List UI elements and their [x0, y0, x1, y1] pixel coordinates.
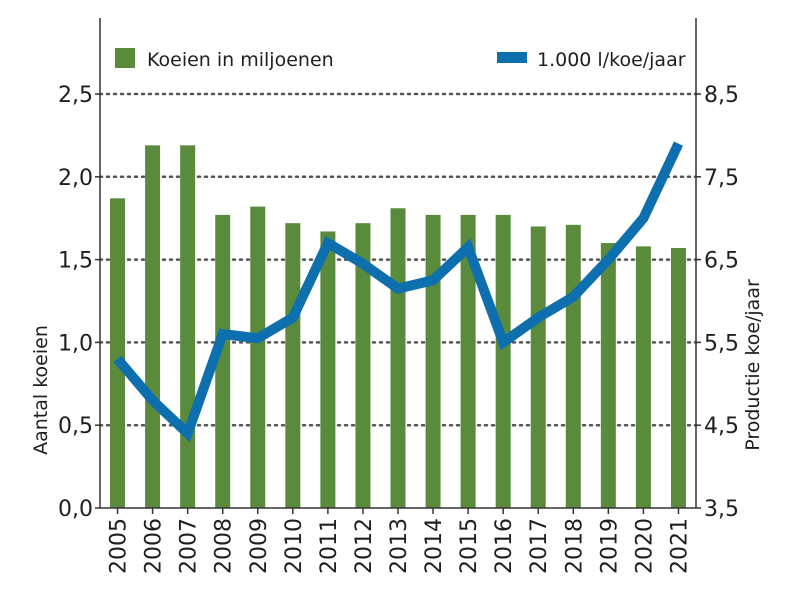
x-tick-label: 2007 — [177, 518, 202, 574]
bar — [145, 145, 161, 508]
x-tick-label: 2015 — [457, 518, 482, 574]
series-line — [113, 141, 683, 443]
bar — [110, 198, 126, 508]
bar — [460, 214, 476, 508]
x-tick-label: 2005 — [107, 518, 132, 574]
left-tick-label: 1,5 — [58, 249, 93, 274]
right-axis-title: Productie koe/jaar — [742, 279, 764, 451]
x-tick-label: 2016 — [492, 518, 517, 574]
legend-label-line: 1.000 l/koe/jaar — [537, 49, 686, 71]
x-tick-label: 2020 — [632, 518, 657, 574]
right-tick-label: 7,5 — [704, 166, 739, 191]
right-tick-label: 5,5 — [704, 331, 739, 356]
left-axis-title: Aantal koeien — [30, 325, 52, 455]
left-tick-label: 1,0 — [58, 331, 93, 356]
x-axis-ticks: 2005 2006 2007 2008 2009 2010 2011 2012 2013 2014… — [107, 508, 692, 574]
x-tick-label: 2011 — [317, 518, 342, 574]
x-tick-label: 2008 — [212, 518, 237, 574]
bar — [250, 206, 266, 508]
x-tick-label: 2021 — [667, 518, 692, 574]
x-tick-label: 2012 — [352, 518, 377, 574]
right-tick-label: 4,5 — [704, 414, 739, 439]
bar — [635, 246, 651, 509]
left-tick-label: 2,0 — [58, 166, 93, 191]
right-tick-label: 8,5 — [704, 83, 739, 108]
legend-label-bars: Koeien in miljoenen — [147, 49, 334, 71]
bar — [565, 224, 581, 508]
bar — [180, 145, 196, 508]
left-tick-label: 0,5 — [58, 414, 93, 439]
x-tick-label: 2006 — [142, 518, 167, 574]
bar — [600, 243, 616, 509]
x-tick-label: 2019 — [597, 518, 622, 574]
x-tick-label: 2017 — [527, 518, 552, 574]
legend-swatch-bars — [115, 48, 135, 68]
x-tick-label: 2018 — [562, 518, 587, 574]
x-tick-label: 2009 — [247, 518, 272, 574]
bar — [285, 223, 301, 508]
bar-series — [110, 145, 686, 509]
x-tick-label: 2010 — [282, 518, 307, 574]
bar — [530, 226, 546, 509]
legend: Koeien in miljoenen 1.000 l/koe/jaar — [115, 48, 686, 71]
gridlines — [98, 92, 698, 427]
bar — [670, 248, 686, 508]
bar — [355, 223, 371, 508]
bar — [495, 214, 511, 508]
right-tick-label: 6,5 — [704, 249, 739, 274]
left-tick-label: 0,0 — [58, 497, 93, 522]
x-tick-label: 2014 — [422, 518, 447, 574]
bar — [215, 214, 231, 508]
bar — [320, 231, 336, 508]
right-tick-label: 3,5 — [704, 497, 739, 522]
bar — [425, 214, 441, 508]
bar — [390, 208, 406, 508]
line-series — [113, 141, 683, 443]
legend-swatch-line — [497, 52, 527, 63]
left-tick-label: 2,5 — [58, 83, 93, 108]
x-tick-label: 2013 — [387, 518, 412, 574]
left-axis-ticks: 0,0 0,5 1,0 1,5 2,0 2,5 — [58, 83, 100, 522]
right-axis-ticks: 3,5 4,5 5,5 6,5 7,5 8,5 — [696, 83, 739, 522]
